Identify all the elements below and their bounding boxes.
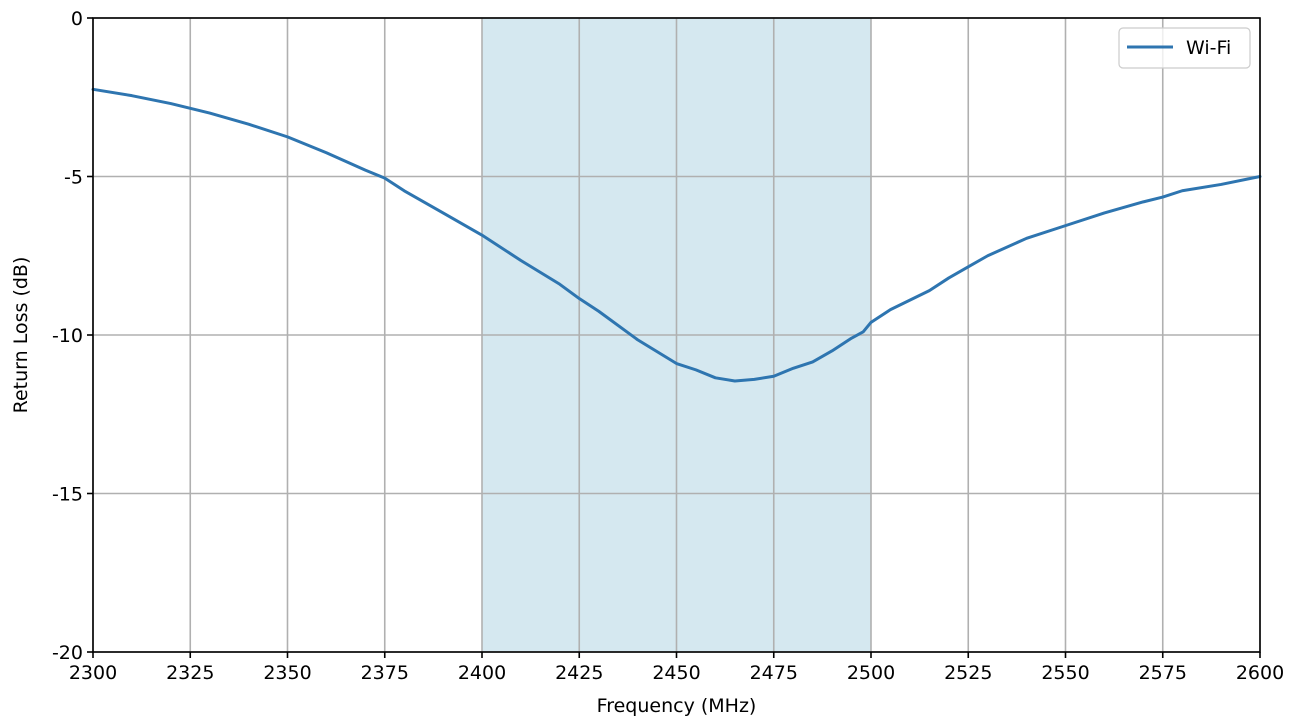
- x-tick-label: 2525: [944, 662, 992, 684]
- y-tick-label: -15: [52, 484, 83, 506]
- x-tick-label: 2400: [458, 662, 506, 684]
- series-layer: [91, 87, 1262, 383]
- y-tick-label: 0: [71, 8, 83, 30]
- x-tick-label: 2375: [361, 662, 409, 684]
- y-tick-label: -20: [52, 642, 83, 664]
- x-tick-label: 2550: [1041, 662, 1089, 684]
- legend-box: [1118, 27, 1251, 69]
- x-tick-label: 2600: [1236, 662, 1284, 684]
- legend: Wi-Fi: [1118, 27, 1251, 69]
- x-tick-label: 2575: [1139, 662, 1187, 684]
- y-axis-label: Return Loss (dB): [10, 257, 32, 414]
- x-tick-label: 2300: [69, 662, 117, 684]
- x-tick-label: 2500: [847, 662, 895, 684]
- grid-layer: [92, 17, 1261, 653]
- tick-layer: 2300 2325 2350 2375 2400 2425 2450 2475 2500 2525…: [52, 8, 1284, 684]
- y-tick-label: -10: [52, 325, 83, 347]
- x-tick-label: 2350: [263, 662, 311, 684]
- x-tick-label: 2425: [555, 662, 603, 684]
- x-tick-label: 2475: [750, 662, 798, 684]
- series-line-wi-fi: [91, 87, 1262, 383]
- x-tick-label: 2450: [652, 662, 700, 684]
- legend-label-wifi: Wi-Fi: [1186, 37, 1231, 59]
- y-tick-label: -5: [64, 167, 83, 189]
- x-tick-label: 2325: [166, 662, 214, 684]
- x-axis-label: Frequency (MHz): [597, 695, 757, 717]
